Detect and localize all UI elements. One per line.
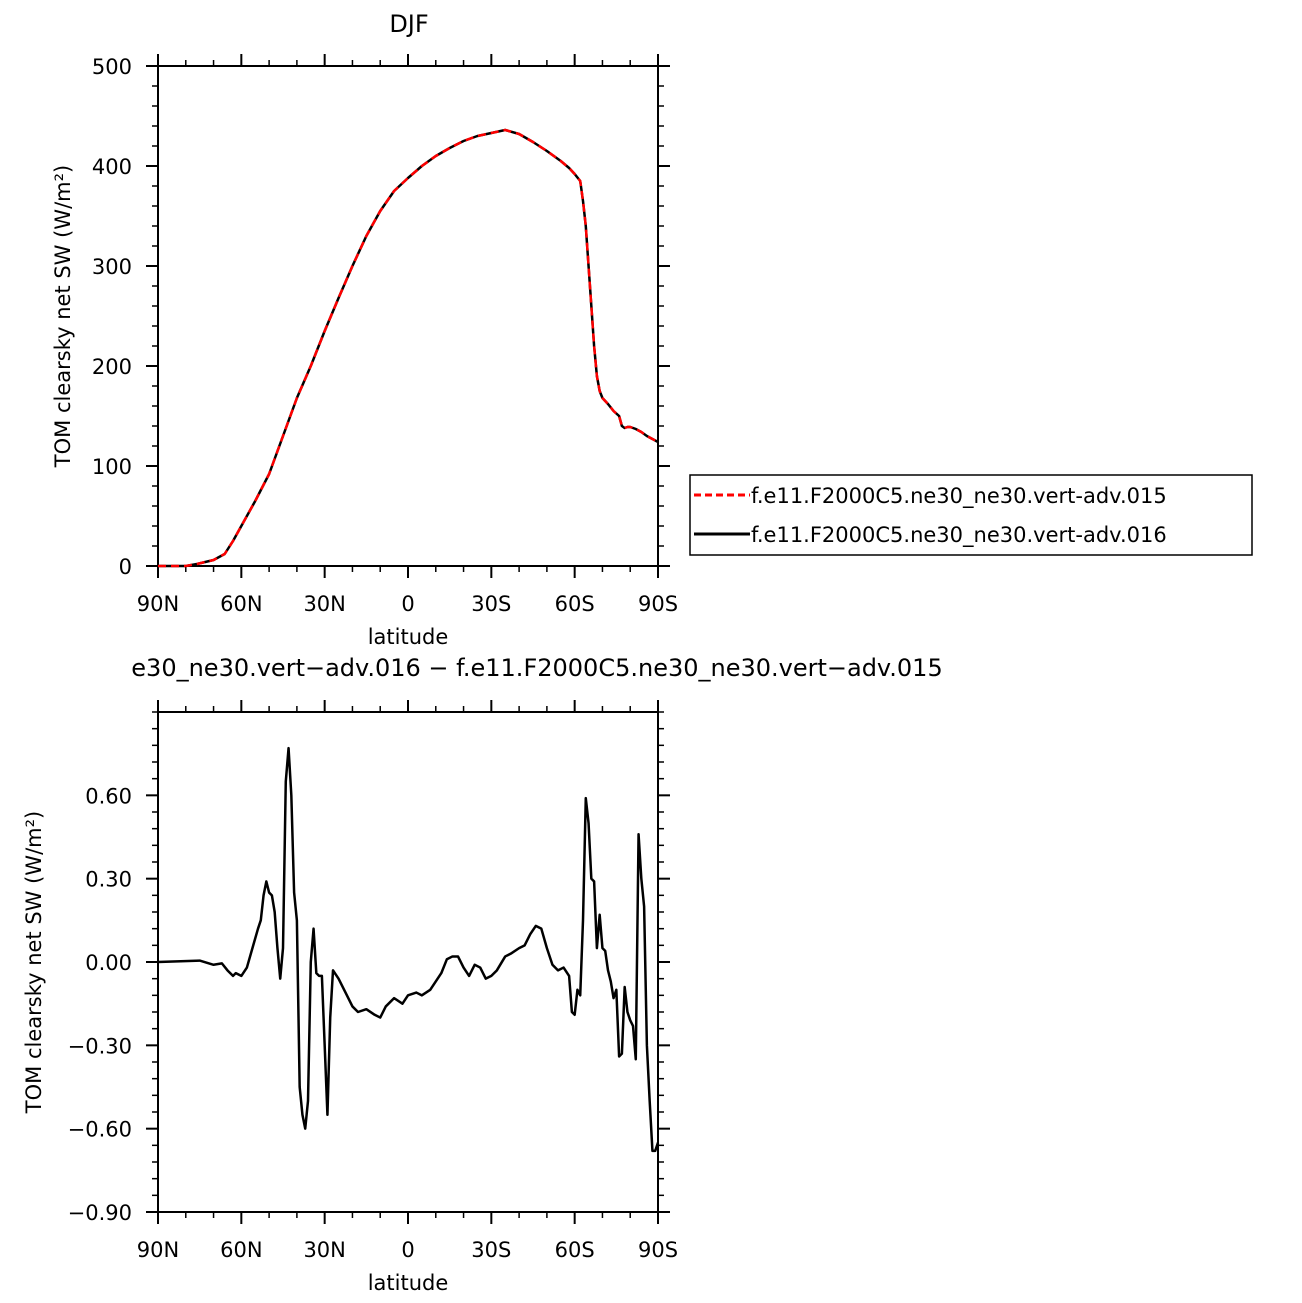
x-tick-label: 30N xyxy=(303,1238,345,1262)
bottom-y-tick-labels: −0.90 −0.60 −0.30 0.00 0.30 0.60 xyxy=(68,784,132,1225)
legend-box xyxy=(689,474,1253,556)
x-tick-label: 90S xyxy=(638,592,678,616)
y-tick-label: 0 xyxy=(119,555,132,579)
y-tick-label: 500 xyxy=(92,55,132,79)
y-tick-label: 0.00 xyxy=(85,951,132,975)
x-tick-label: 30S xyxy=(471,592,511,616)
y-tick-label: 200 xyxy=(92,355,132,379)
top-y-tick-labels: 0 100 200 300 400 500 xyxy=(92,55,132,579)
top-series-group xyxy=(158,128,659,568)
x-tick-label: 0 xyxy=(401,592,414,616)
x-tick-label: 30S xyxy=(471,1238,511,1262)
y-tick-label: 0.30 xyxy=(85,868,132,892)
bottom-chart: e30_ne30.vert−adv.016 − f.e11.F2000C5.ne… xyxy=(22,654,943,1295)
x-tick-label: 90S xyxy=(638,1238,678,1262)
series-line-0 xyxy=(158,128,659,568)
legend-label-015: f.e11.F2000C5.ne30_ne30.vert-adv.015 xyxy=(751,484,1167,509)
bottom-x-axis-label: latitude xyxy=(368,1271,449,1295)
x-tick-label: 30N xyxy=(303,592,345,616)
top-x-tick-labels: 90N 60N 30N 0 30S 60S 90S xyxy=(137,592,678,616)
bottom-x-tick-labels: 90N 60N 30N 0 30S 60S 90S xyxy=(137,1238,678,1262)
y-tick-label: −0.90 xyxy=(68,1201,132,1225)
y-tick-label: 400 xyxy=(92,155,132,179)
series-line-0 xyxy=(157,746,660,1153)
top-ticks xyxy=(146,54,670,578)
legend-label-016: f.e11.F2000C5.ne30_ne30.vert-adv.016 xyxy=(751,523,1167,548)
bottom-ticks xyxy=(146,700,670,1224)
x-tick-label: 90N xyxy=(137,1238,179,1262)
bottom-y-axis-label: TOM clearsky net SW (W/m²) xyxy=(22,811,46,1114)
top-x-axis-label: latitude xyxy=(368,625,449,649)
bottom-chart-title: e30_ne30.vert−adv.016 − f.e11.F2000C5.ne… xyxy=(131,654,942,682)
top-y-axis-label: TOM clearsky net SW (W/m²) xyxy=(51,165,75,468)
x-tick-label: 60S xyxy=(555,1238,595,1262)
x-tick-label: 0 xyxy=(401,1238,414,1262)
x-tick-label: 90N xyxy=(137,592,179,616)
legend: f.e11.F2000C5.ne30_ne30.vert-adv.015 f.e… xyxy=(689,474,1253,556)
top-chart: DJF 90N 60N 30N 0 30S 60S 90S 0 100 200 300 400 500… xyxy=(51,10,1253,649)
y-tick-label: 0.60 xyxy=(85,784,132,808)
top-chart-title: DJF xyxy=(389,10,428,38)
bottom-plot-frame xyxy=(157,711,659,1213)
y-tick-label: 100 xyxy=(92,455,132,479)
y-tick-label: 300 xyxy=(92,255,132,279)
y-tick-label: −0.30 xyxy=(68,1034,132,1058)
bottom-series-group xyxy=(157,746,660,1153)
top-plot-frame xyxy=(157,65,659,567)
x-tick-label: 60N xyxy=(220,592,262,616)
y-tick-label: −0.60 xyxy=(68,1118,132,1142)
x-tick-label: 60N xyxy=(220,1238,262,1262)
x-tick-label: 60S xyxy=(555,592,595,616)
